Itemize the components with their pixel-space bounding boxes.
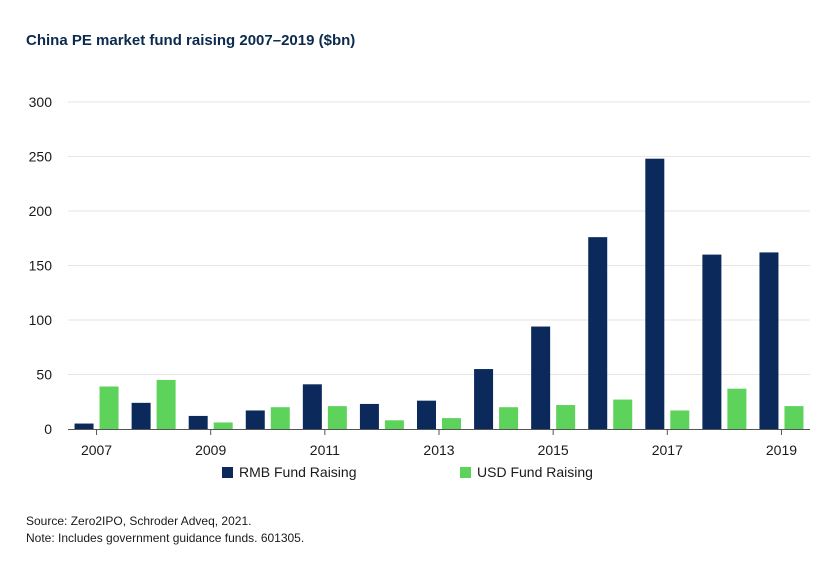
legend-label-usd: USD Fund Raising — [477, 464, 593, 480]
bar-usd-2008 — [156, 379, 176, 429]
x-tick-label: 2017 — [652, 442, 683, 458]
legend-swatch-usd — [460, 466, 471, 478]
bar-usd-2015 — [556, 405, 576, 429]
bar-rmb-2018 — [702, 254, 722, 429]
bar-usd-2012 — [384, 420, 404, 429]
footnote: Note: Includes government guidance funds… — [26, 531, 305, 545]
bar-rmb-2012 — [359, 403, 379, 429]
bar-rmb-2011 — [302, 384, 322, 429]
y-tick-label: 250 — [29, 149, 53, 165]
bar-rmb-2008 — [131, 402, 151, 429]
bars — [74, 158, 804, 429]
bar-usd-2011 — [327, 406, 347, 429]
bar-usd-2019 — [784, 406, 804, 429]
x-tick-label: 2019 — [766, 442, 797, 458]
bar-rmb-2019 — [759, 252, 779, 429]
y-tick-label: 0 — [44, 421, 52, 437]
x-axis-ticks: 2007 2009 2011 2013 2015 2017 2019 — [81, 429, 797, 458]
x-tick-label: 2011 — [310, 442, 340, 458]
legend-label-rmb: RMB Fund Raising — [239, 464, 357, 480]
legend-item-usd: USD Fund Raising — [460, 464, 593, 480]
bar-usd-2014 — [499, 407, 519, 429]
x-tick-label: 2009 — [195, 442, 226, 458]
bar-usd-2017 — [670, 410, 690, 429]
bar-rmb-2017 — [645, 158, 665, 429]
x-tick-label: 2013 — [423, 442, 454, 458]
legend-swatch-rmb — [222, 466, 233, 478]
y-axis-ticks: 0 50 100 150 200 250 300 — [29, 94, 53, 437]
y-tick-label: 100 — [29, 312, 53, 328]
x-tick-label: 2007 — [81, 442, 112, 458]
bar-rmb-2016 — [588, 237, 608, 429]
y-tick-label: 200 — [29, 203, 53, 219]
bar-usd-2010 — [270, 407, 290, 429]
bar-usd-2009 — [213, 422, 233, 429]
y-tick-label: 300 — [29, 94, 53, 110]
bar-rmb-2014 — [474, 369, 494, 429]
bar-rmb-2010 — [245, 410, 265, 429]
source-note: Source: Zero2IPO, Schroder Adveq, 2021. — [26, 514, 252, 528]
chart-title: China PE market fund raising 2007–2019 (… — [26, 32, 356, 49]
bar-usd-2007 — [99, 386, 119, 429]
gridlines — [68, 101, 810, 375]
y-tick-label: 150 — [29, 258, 53, 274]
y-tick-label: 50 — [36, 367, 52, 383]
bar-rmb-2013 — [417, 400, 436, 429]
x-tick-label: 2015 — [538, 442, 569, 458]
bar-rmb-2015 — [531, 326, 551, 429]
bar-usd-2018 — [727, 388, 747, 429]
bar-usd-2016 — [613, 399, 633, 429]
bar-usd-2013 — [442, 418, 461, 429]
legend-item-rmb: RMB Fund Raising — [222, 464, 357, 480]
bar-rmb-2009 — [188, 415, 208, 429]
bar-rmb-2007 — [74, 423, 94, 429]
